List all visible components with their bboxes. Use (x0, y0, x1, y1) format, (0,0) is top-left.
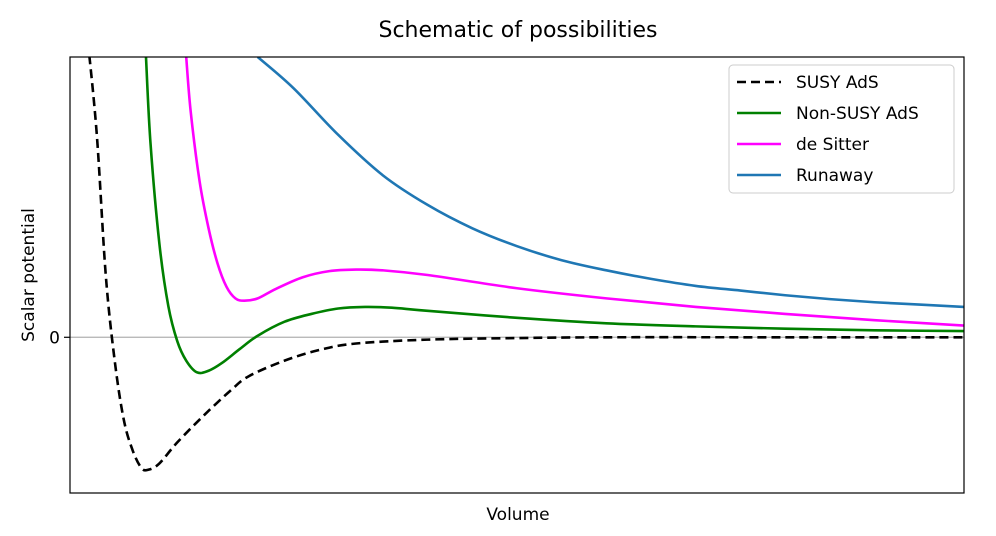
legend-label: Non-SUSY AdS (796, 104, 919, 124)
axes-frame (69, 56, 965, 494)
legend-label: de Sitter (796, 135, 869, 155)
chart-title: Schematic of possibilities (379, 18, 658, 43)
legend-box (728, 64, 955, 194)
plot-area (70, 57, 964, 472)
tick-group: 0 (49, 328, 70, 348)
series-line-4 (256, 57, 964, 309)
legend-label: SUSY AdS (796, 73, 879, 93)
series-line-2 (144, 57, 964, 375)
series-line-3 (184, 57, 964, 327)
legend: SUSY AdS Non-SUSY AdS de Sitter Runaway (728, 64, 955, 194)
legend-label: Runaway (796, 166, 873, 186)
series-line-1 (88, 57, 964, 472)
y-axis-label: Scalar potential (19, 208, 39, 342)
y-tick-label: 0 (49, 328, 60, 348)
x-axis-label: Volume (486, 505, 549, 525)
